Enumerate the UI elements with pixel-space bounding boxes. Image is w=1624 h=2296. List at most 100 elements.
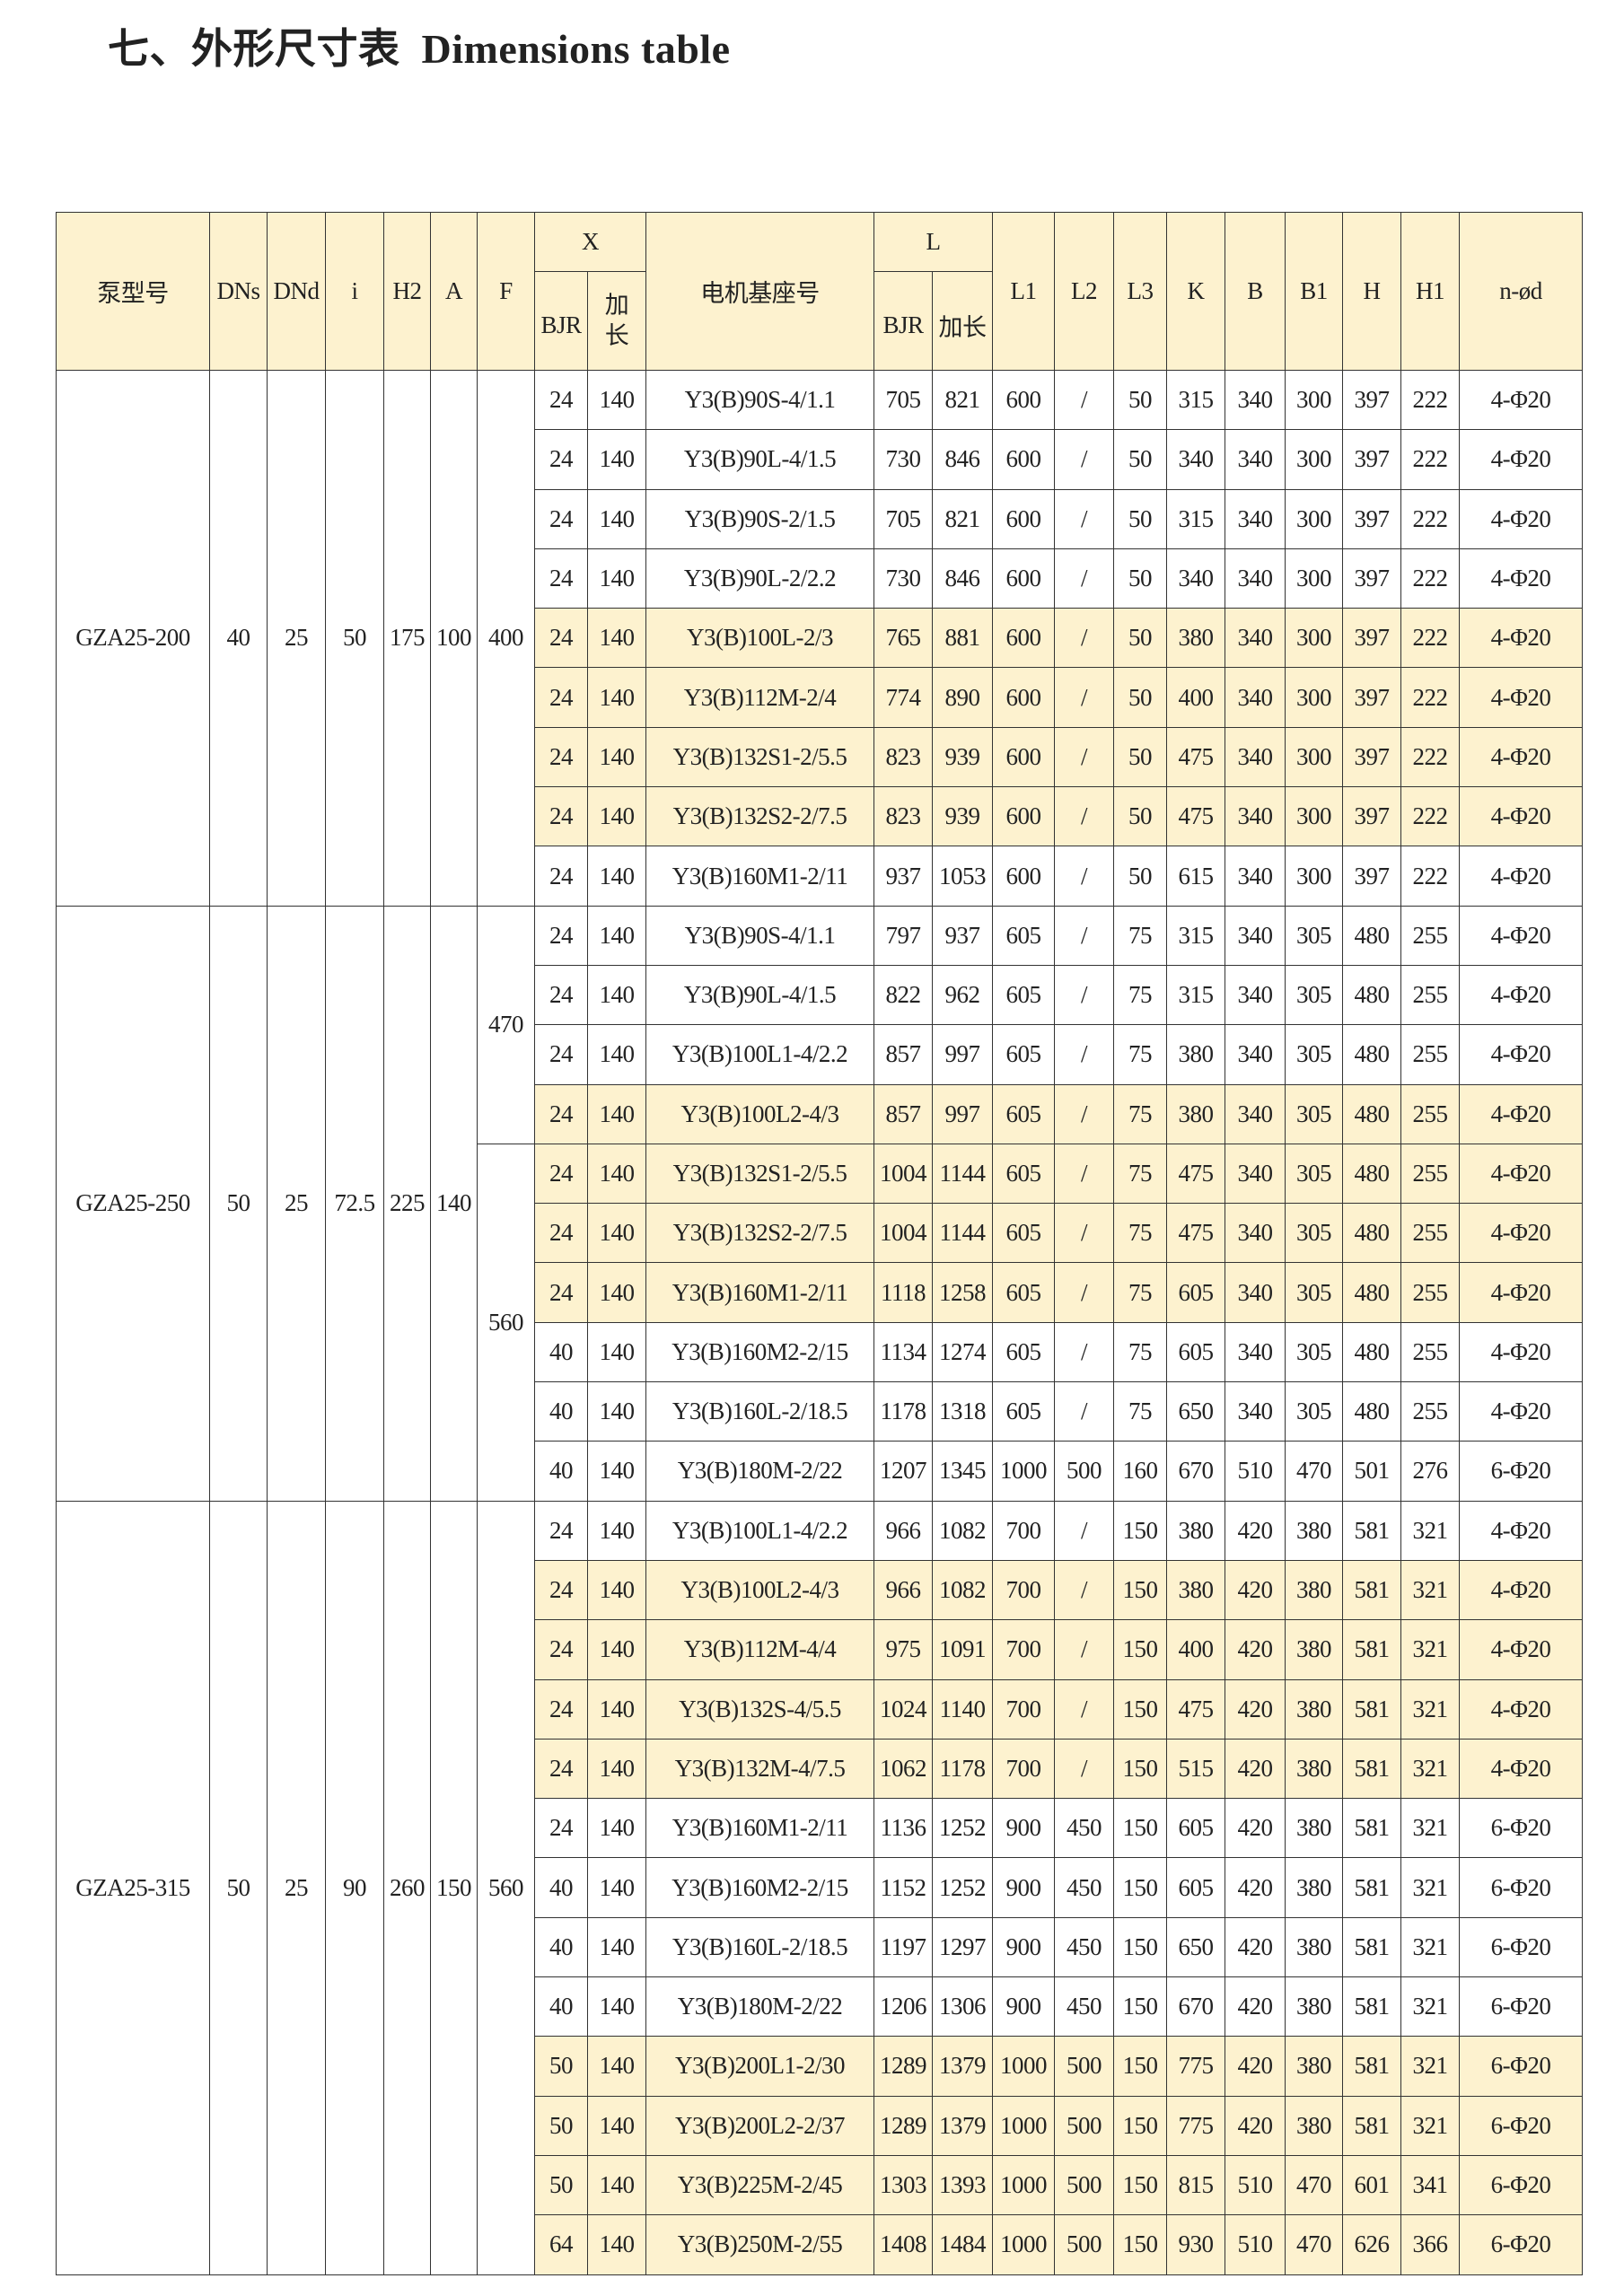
motor-frame-cell: Y3(B)90S-2/1.5 (645, 488, 874, 549)
b-cell: 340 (1225, 1143, 1286, 1205)
k-cell: 475 (1166, 1143, 1225, 1205)
l2-cell: / (1054, 846, 1114, 907)
l-ext-cell: 846 (932, 548, 993, 609)
l1-cell: 600 (992, 369, 1055, 431)
n-od-cell: 4-Φ20 (1459, 1381, 1583, 1442)
motor-frame-cell: Y3(B)132S1-2/5.5 (645, 726, 874, 788)
b1-cell: 305 (1285, 964, 1343, 1026)
x-bjr-cell: 24 (534, 488, 588, 549)
n-od-cell: 4-Φ20 (1459, 608, 1583, 669)
x-ext-cell: 140 (587, 1143, 646, 1205)
table-row: 24 140 Y3(B)100L1-4/2.2 857 997 605/75 380 340 3… (57, 1024, 1583, 1085)
k-cell: 650 (1166, 1916, 1225, 1978)
motor-frame-cell: Y3(B)200L2-2/37 (645, 2095, 874, 2156)
h-cell: 581 (1342, 1678, 1401, 1740)
n-od-cell: 4-Φ20 (1459, 1738, 1583, 1800)
l-bjr-cell: 822 (873, 964, 933, 1026)
header-l2: L2 (1054, 212, 1114, 371)
l3-cell: 75 (1113, 1321, 1167, 1383)
x-ext-cell: 140 (587, 2154, 646, 2216)
l3-cell: 50 (1113, 488, 1167, 549)
x-ext-cell: 140 (587, 1916, 646, 1978)
l-ext-cell: 821 (932, 369, 993, 431)
h-cell: 581 (1342, 1559, 1401, 1621)
h-cell: 581 (1342, 1500, 1401, 1561)
n-od-cell: 6-Φ20 (1459, 1916, 1583, 1978)
h-cell: 397 (1342, 548, 1401, 609)
b-cell: 340 (1225, 1203, 1286, 1264)
motor-frame-cell: Y3(B)200L1-2/30 (645, 2036, 874, 2097)
l-ext-cell: 1252 (932, 1857, 993, 1918)
l-bjr-cell: 705 (873, 369, 933, 431)
table-row: 24 140 Y3(B)160M1-2/11 1136 1252 900 450 150 605… (57, 1798, 1583, 1859)
b1-cell: 300 (1285, 786, 1343, 847)
x-bjr-cell: 64 (534, 2214, 588, 2275)
l-bjr-cell: 1118 (873, 1262, 933, 1323)
x-ext-cell: 140 (587, 1976, 646, 2037)
l2-cell: / (1054, 964, 1114, 1026)
f-cell: 470 (477, 905, 535, 1144)
f-cell: 560 (477, 1500, 535, 2275)
x-bjr-cell: 24 (534, 548, 588, 609)
motor-frame-cell: Y3(B)132S2-2/7.5 (645, 1203, 874, 1264)
k-cell: 340 (1166, 548, 1225, 609)
n-od-cell: 6-Φ20 (1459, 2154, 1583, 2216)
b-cell: 340 (1225, 488, 1286, 549)
b-cell: 340 (1225, 608, 1286, 669)
h-cell: 397 (1342, 726, 1401, 788)
l3-cell: 150 (1113, 2036, 1167, 2097)
l3-cell: 75 (1113, 1083, 1167, 1144)
l1-cell: 700 (992, 1500, 1055, 1561)
h-cell: 480 (1342, 1381, 1401, 1442)
l2-cell: / (1054, 1203, 1114, 1264)
x-bjr-cell: 40 (534, 1976, 588, 2037)
header-x: X (534, 212, 646, 272)
l-bjr-cell: 857 (873, 1083, 933, 1144)
x-ext-cell: 140 (587, 2095, 646, 2156)
b1-cell: 470 (1285, 2214, 1343, 2275)
table-row: 24 140 Y3(B)132S-4/5.5 1024 1140 700/150 475 42… (57, 1678, 1583, 1740)
b-cell: 510 (1225, 2214, 1286, 2275)
l-bjr-cell: 1134 (873, 1321, 933, 1383)
k-cell: 670 (1166, 1976, 1225, 2037)
l2-cell: / (1054, 667, 1114, 728)
table-row: 24 140 Y3(B)100L2-4/3 857 997 605/75 380 340 305… (57, 1083, 1583, 1144)
table-row: 24 140 Y3(B)132S2-2/7.5 823 939 600/50 475 340 3… (57, 786, 1583, 847)
l3-cell: 150 (1113, 1976, 1167, 2037)
x-bjr-cell: 24 (534, 608, 588, 669)
k-cell: 315 (1166, 905, 1225, 966)
l-ext-cell: 1144 (932, 1203, 993, 1264)
l-bjr-cell: 730 (873, 429, 933, 490)
x-bjr-cell: 24 (534, 429, 588, 490)
l-bjr-cell: 857 (873, 1024, 933, 1085)
x-bjr-cell: 24 (534, 905, 588, 966)
l2-cell: / (1054, 1559, 1114, 1621)
l3-cell: 75 (1113, 905, 1167, 966)
x-ext-cell: 140 (587, 1738, 646, 1800)
x-bjr-cell: 40 (534, 1381, 588, 1442)
l3-cell: 50 (1113, 608, 1167, 669)
b1-cell: 380 (1285, 2095, 1343, 2156)
header-h1: H1 (1400, 212, 1460, 371)
motor-frame-cell: Y3(B)160M1-2/11 (645, 1262, 874, 1323)
header-a: A (430, 212, 478, 371)
table-row: 24 140 Y3(B)160M1-2/11 1118 1258 605/75 605 340… (57, 1262, 1583, 1323)
h-cell: 480 (1342, 1321, 1401, 1383)
b-cell: 340 (1225, 1083, 1286, 1144)
table-row: 40 140 Y3(B)160L-2/18.5 1197 1297 900 450 150 65… (57, 1916, 1583, 1978)
motor-frame-cell: Y3(B)132S-4/5.5 (645, 1678, 874, 1740)
h-cell: 397 (1342, 488, 1401, 549)
l3-cell: 150 (1113, 1857, 1167, 1918)
x-ext-cell: 140 (587, 905, 646, 966)
k-cell: 400 (1166, 1619, 1225, 1680)
l2-cell: / (1054, 1143, 1114, 1205)
l1-cell: 700 (992, 1738, 1055, 1800)
x-ext-cell: 140 (587, 1262, 646, 1323)
x-ext-cell: 140 (587, 1024, 646, 1085)
l1-cell: 605 (992, 1083, 1055, 1144)
h1-cell: 321 (1400, 1976, 1460, 2037)
h1-cell: 321 (1400, 1916, 1460, 1978)
l-ext-cell: 1053 (932, 846, 993, 907)
k-cell: 475 (1166, 726, 1225, 788)
h1-cell: 222 (1400, 846, 1460, 907)
